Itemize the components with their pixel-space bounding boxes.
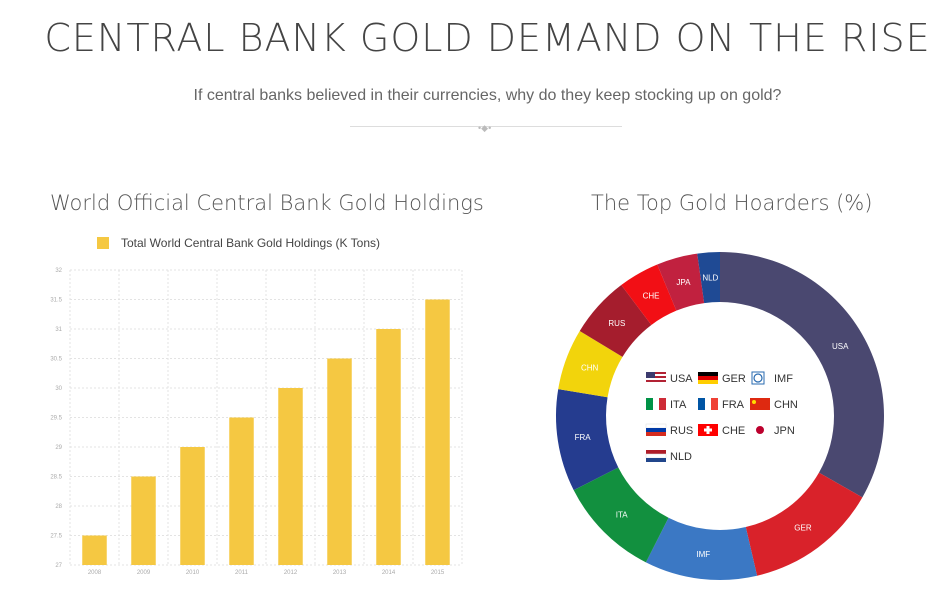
y-tick-label: 32: [55, 268, 62, 274]
y-tick-label: 31.5: [50, 298, 62, 304]
y-tick-label: 30: [55, 386, 62, 392]
legend-label-fra: FRA: [722, 399, 745, 411]
x-tick-label: 2015: [431, 570, 445, 576]
y-tick-label: 29: [55, 445, 62, 451]
slice-label: IMF: [696, 550, 710, 559]
slice-fra[interactable]: [556, 389, 619, 491]
y-tick-label: 28.5: [50, 475, 62, 481]
slice-label: CHN: [581, 364, 599, 373]
page-subtitle: If central banks believed in their curre…: [193, 87, 782, 104]
usa-flag-icon: [646, 372, 666, 384]
slice-label: GER: [794, 524, 812, 533]
slice-label: NLD: [702, 273, 718, 282]
netherlands-flag-icon: [645, 450, 667, 462]
slice-ita[interactable]: [573, 467, 669, 563]
y-tick-label: 28: [55, 504, 62, 510]
slice-chn[interactable]: [558, 331, 623, 398]
y-tick-label: 29.5: [50, 416, 62, 422]
bar-2015[interactable]: [425, 299, 450, 566]
slice-label: FRA: [575, 433, 592, 442]
legend-swatch-icon: [97, 237, 109, 249]
bar-2012[interactable]: [278, 388, 303, 565]
switzerland-flag-icon: [698, 424, 718, 436]
legend-label-rus: RUS: [670, 425, 693, 437]
bar-chart-legend[interactable]: Total World Central Bank Gold Holdings (…: [97, 236, 380, 250]
legend-label: Total World Central Bank Gold Holdings (…: [121, 236, 381, 250]
x-tick-label: 2010: [186, 570, 200, 576]
bar-chart-title: World Official Central Bank Gold Holding…: [50, 191, 484, 215]
x-tick-label: 2014: [382, 570, 396, 576]
y-tick-label: 31: [55, 327, 62, 333]
x-tick-label: 2012: [284, 570, 298, 576]
slice-usa[interactable]: [720, 252, 884, 498]
x-tick-label: 2009: [137, 570, 151, 576]
slice-label: ITA: [616, 510, 629, 519]
legend-label-che: CHE: [722, 425, 745, 437]
slice-nld[interactable]: [697, 252, 720, 304]
y-tick-label: 27: [55, 563, 62, 569]
legend-label-jpn: JPN: [774, 425, 795, 437]
slice-che[interactable]: [621, 264, 677, 325]
bar-2011[interactable]: [229, 417, 254, 566]
slice-label: JPA: [676, 278, 691, 287]
divider-ornament-icon: •◆•: [478, 123, 492, 133]
y-tick-label: 30.5: [50, 357, 62, 363]
x-tick-label: 2008: [88, 570, 102, 576]
divider: [350, 126, 622, 127]
x-tick-label: 2013: [333, 570, 347, 576]
imf-logo-icon: [751, 371, 765, 385]
france-flag-icon: [698, 398, 718, 410]
germany-flag-icon: [698, 372, 718, 384]
bar-2008[interactable]: [82, 535, 107, 566]
slice-ger[interactable]: [745, 472, 863, 576]
page-title: CENTRAL BANK GOLD DEMAND ON THE RISE: [44, 16, 931, 60]
bar-2014[interactable]: [376, 329, 401, 565]
legend-label-ita: ITA: [670, 399, 687, 411]
slice-label: RUS: [608, 319, 625, 328]
legend-label-nld: NLD: [670, 451, 692, 463]
x-tick-label: 2011: [235, 570, 249, 576]
legend-label-usa: USA: [670, 373, 693, 385]
donut-chart-title: The Top Gold Hoarders (%): [591, 191, 873, 215]
legend-label-chn: CHN: [774, 399, 798, 411]
slice-rus[interactable]: [579, 285, 652, 357]
bar-2013[interactable]: [327, 358, 352, 566]
legend-label-ger: GER: [722, 373, 746, 385]
bar-2010[interactable]: [180, 447, 205, 565]
legend-label-imf: IMF: [774, 373, 793, 385]
slice-label: CHE: [643, 291, 660, 300]
slice-label: USA: [832, 342, 849, 351]
y-tick-label: 27.5: [50, 534, 62, 540]
china-flag-icon: [750, 398, 770, 410]
bar-2009[interactable]: [131, 476, 156, 566]
russia-flag-icon: [645, 423, 667, 436]
slice-imf[interactable]: [645, 517, 758, 581]
italy-flag-icon: [646, 398, 666, 410]
japan-flag-icon: [756, 426, 764, 434]
slice-jpa[interactable]: [657, 253, 705, 311]
